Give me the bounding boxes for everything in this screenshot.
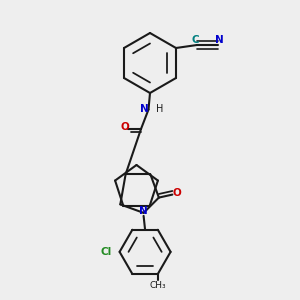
Text: Cl: Cl — [101, 247, 112, 257]
Text: O: O — [120, 122, 129, 133]
Text: C: C — [192, 35, 199, 46]
Text: N: N — [140, 104, 149, 115]
Text: CH₃: CH₃ — [149, 281, 166, 290]
Text: N: N — [139, 206, 148, 216]
Text: O: O — [172, 188, 181, 198]
Text: N: N — [215, 35, 224, 46]
Text: H: H — [156, 104, 164, 115]
